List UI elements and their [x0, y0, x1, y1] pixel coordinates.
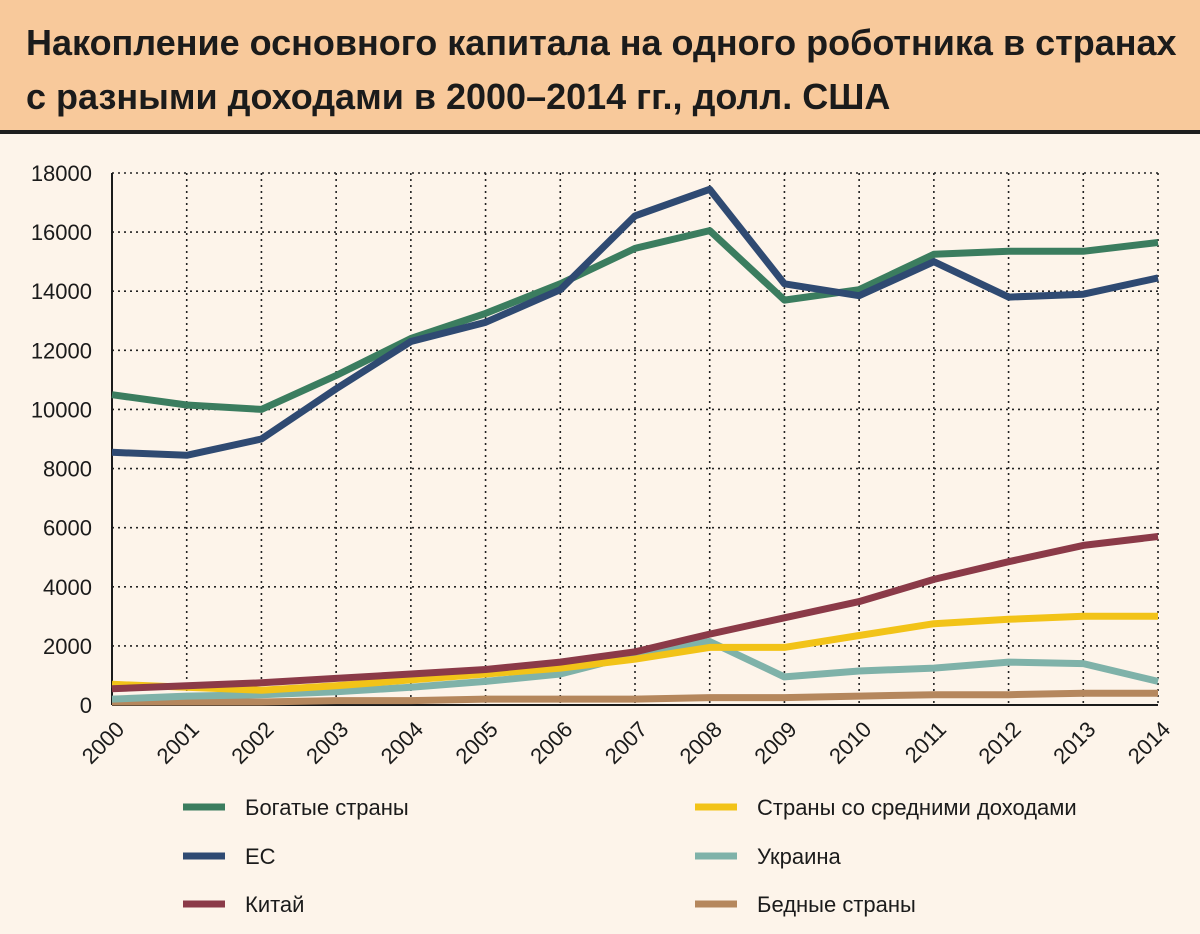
y-tick-label: 18000: [31, 161, 92, 186]
y-tick-label: 8000: [43, 457, 92, 482]
x-tick-label: 2008: [675, 717, 727, 769]
y-tick-label: 4000: [43, 575, 92, 600]
chart-title: Накопление основного капитала на одного …: [26, 22, 1177, 117]
series-lines: [111, 185, 1159, 706]
y-tick-label: 0: [80, 693, 92, 718]
series-line: [111, 533, 1159, 693]
y-tick-label: 6000: [43, 516, 92, 541]
x-tick-label: 2007: [600, 717, 652, 769]
legend-label: Украина: [757, 844, 842, 869]
x-tick-label: 2002: [226, 717, 278, 769]
series-line: [111, 227, 1159, 413]
y-tick-label: 12000: [31, 338, 92, 363]
x-tick-label: 2000: [77, 717, 129, 769]
legend: Богатые страны Страны со средними доходам…: [183, 795, 1077, 917]
y-axis-ticks: 0 2000 4000 6000 8000 10000 12000 14000 16000 180…: [31, 161, 92, 718]
legend-label: Бедные страны: [757, 892, 916, 917]
x-tick-label: 2014: [1123, 717, 1175, 769]
x-tick-label: 2009: [749, 717, 801, 769]
legend-label: Китай: [245, 892, 304, 917]
x-tick-label: 2011: [900, 717, 951, 768]
y-tick-label: 2000: [43, 634, 92, 659]
legend-label: Страны со средними доходами: [757, 795, 1077, 820]
y-tick-label: 10000: [31, 397, 92, 422]
header-band: Накопление основного капитала на одного …: [0, 0, 1200, 134]
x-tick-label: 2010: [824, 717, 876, 769]
grid: [112, 172, 1159, 705]
series-line: [111, 185, 1159, 459]
x-tick-label: 2001: [152, 717, 204, 769]
x-tick-label: 2004: [376, 717, 428, 769]
y-tick-label: 14000: [31, 279, 92, 304]
x-axis-ticks: 2000 2001 2002 2003 2004 2005 2006 2007 2008 2009…: [77, 717, 1175, 769]
legend-label: Богатые страны: [245, 795, 409, 820]
series-line: [112, 689, 1158, 706]
x-tick-label: 2013: [1048, 717, 1100, 769]
x-tick-label: 2012: [973, 717, 1025, 769]
legend-label: ЕС: [245, 844, 276, 869]
series-line: [111, 612, 1158, 694]
x-tick-label: 2003: [301, 717, 353, 769]
x-tick-label: 2005: [450, 717, 502, 769]
y-tick-label: 16000: [31, 220, 92, 245]
x-tick-label: 2006: [525, 717, 577, 769]
